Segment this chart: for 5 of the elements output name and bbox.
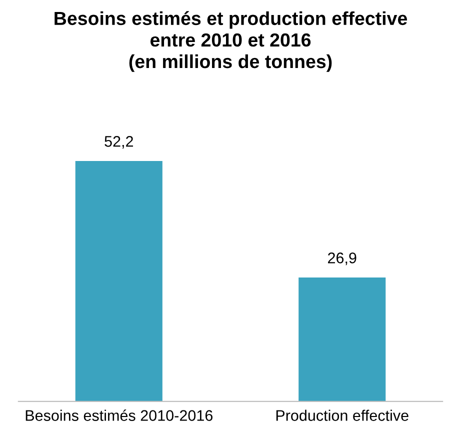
x-tick-label: Besoins estimés 2010-2016 <box>26 410 212 421</box>
chart-title: Besoins estimés et production effective entre 2010 et 2016 (en millions de tonnes) <box>54 11 408 72</box>
data-label: 26,9 <box>328 252 356 266</box>
data-label: 52,2 <box>104 136 133 149</box>
x-tick-label: Production effective <box>276 410 408 421</box>
